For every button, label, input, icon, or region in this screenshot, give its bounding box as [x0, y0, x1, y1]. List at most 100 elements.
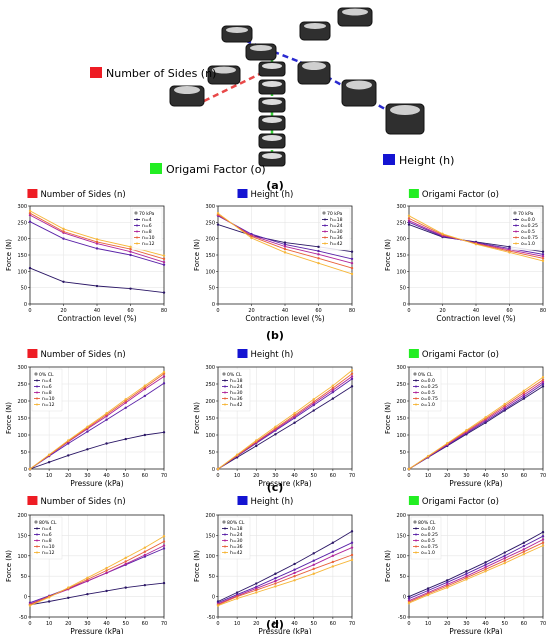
data-point [67, 442, 70, 445]
chart-headers: Number of Sides (n) Height (h) Origami Fac… [27, 189, 499, 507]
legend-marker [515, 236, 517, 239]
x-tick-label: 40 [473, 308, 479, 314]
y-tick-label: 0 [403, 302, 406, 308]
data-point [293, 414, 296, 417]
panel-label: (d) [266, 618, 284, 631]
data-point [350, 369, 354, 372]
series-line-0 [217, 386, 353, 470]
data-point [331, 384, 335, 387]
data-point [105, 412, 108, 415]
legend-label: n=4 [42, 378, 52, 384]
legend-label: n=10 [42, 544, 55, 550]
data-point [312, 402, 315, 405]
data-point [124, 398, 127, 401]
chart-b2: 0 50 100 150 200 250 300 0 20 40 60 80 Contraction l… [193, 204, 355, 323]
data-point [28, 211, 32, 215]
series-line-4 [408, 376, 544, 470]
y-axis-label: Force (N) [5, 239, 13, 271]
data-point [28, 467, 32, 471]
x-tick-label: 10 [234, 473, 240, 479]
legend-label: n=4 [42, 526, 52, 532]
y-tick-label: 50 [209, 574, 215, 580]
chart-b1: 0 50 100 150 200 250 300 0 20 40 60 80 Contraction l… [5, 204, 167, 323]
header-swatch [237, 189, 248, 198]
callout-sides: Number of Sides (n) [106, 67, 216, 80]
y-tick-label: 150 [396, 533, 406, 539]
data-point [105, 415, 108, 418]
legend-label: n=10 [142, 235, 155, 241]
data-point [62, 227, 65, 231]
y-tick-label: 100 [17, 433, 27, 439]
x-axis-label: Contraction level (%) [57, 314, 136, 323]
legend-marker [324, 230, 326, 233]
x-tick-label: 0 [216, 621, 219, 627]
legend-marker [36, 545, 38, 548]
data-point [407, 214, 411, 217]
legend-marker [224, 397, 226, 400]
data-point [274, 433, 277, 436]
y-tick-label: 50 [21, 286, 27, 292]
data-point [235, 595, 239, 598]
legend-label: o=0.5 [521, 229, 535, 235]
data-point [162, 375, 166, 378]
data-point [522, 397, 526, 400]
data-point [541, 380, 545, 384]
data-point [350, 385, 354, 388]
x-tick-label: 10 [46, 621, 52, 627]
data-point [331, 388, 335, 392]
data-point [283, 241, 287, 244]
y-tick-label: 0 [403, 595, 406, 601]
legend-title-marker [413, 372, 417, 376]
x-tick-label: 70 [540, 621, 546, 627]
data-point [350, 541, 354, 544]
data-point [350, 375, 354, 378]
legend-title-marker [222, 372, 226, 376]
x-tick-label: 20 [65, 621, 71, 627]
data-point [129, 245, 132, 249]
data-point [143, 386, 147, 389]
x-tick-label: 10 [425, 473, 431, 479]
legend-label: h=24 [230, 532, 243, 538]
data-point [331, 541, 335, 544]
legend-label: o=0.25 [421, 532, 438, 538]
x-tick-label: 0 [28, 308, 31, 314]
data-point [541, 255, 545, 258]
y-tick-label: 150 [17, 253, 27, 259]
data-point [484, 416, 487, 419]
legend-marker [224, 539, 226, 542]
y-tick-label: 50 [21, 574, 27, 580]
data-point [522, 391, 526, 395]
y-tick-label: 200 [205, 513, 215, 519]
y-tick-label: 0 [403, 467, 406, 473]
legend-marker [224, 551, 226, 554]
x-tick-label: 50 [311, 473, 317, 479]
data-point [522, 548, 526, 551]
legend-label: h=36 [230, 396, 243, 402]
chart-header: Height (h) [251, 350, 294, 360]
data-point [162, 291, 166, 294]
data-point [162, 431, 166, 434]
y-tick-label: 50 [21, 450, 27, 456]
legend-label: h=24 [230, 384, 243, 390]
data-point [426, 587, 430, 590]
legend-marker [415, 379, 417, 382]
legend-label: o=0.0 [421, 526, 435, 532]
y-tick-label: 250 [17, 220, 27, 226]
x-tick-label: 0 [216, 308, 219, 314]
y-tick-label: 200 [17, 237, 27, 243]
data-point [124, 586, 127, 589]
plot-frame [217, 514, 353, 618]
y-tick-label: 300 [17, 204, 27, 210]
data-point [162, 260, 166, 264]
y-axis-label: Force (N) [5, 402, 13, 434]
data-point [331, 386, 335, 390]
x-axis-label: Pressure (kPa) [449, 479, 502, 488]
x-tick-label: 40 [103, 473, 109, 479]
series-line-0 [408, 531, 544, 598]
x-tick-label: 40 [482, 621, 488, 627]
data-point [484, 561, 487, 564]
series-line-4 [217, 559, 353, 607]
data-point [105, 442, 108, 445]
series-line-3 [29, 541, 165, 606]
y-tick-label: 50 [400, 450, 406, 456]
